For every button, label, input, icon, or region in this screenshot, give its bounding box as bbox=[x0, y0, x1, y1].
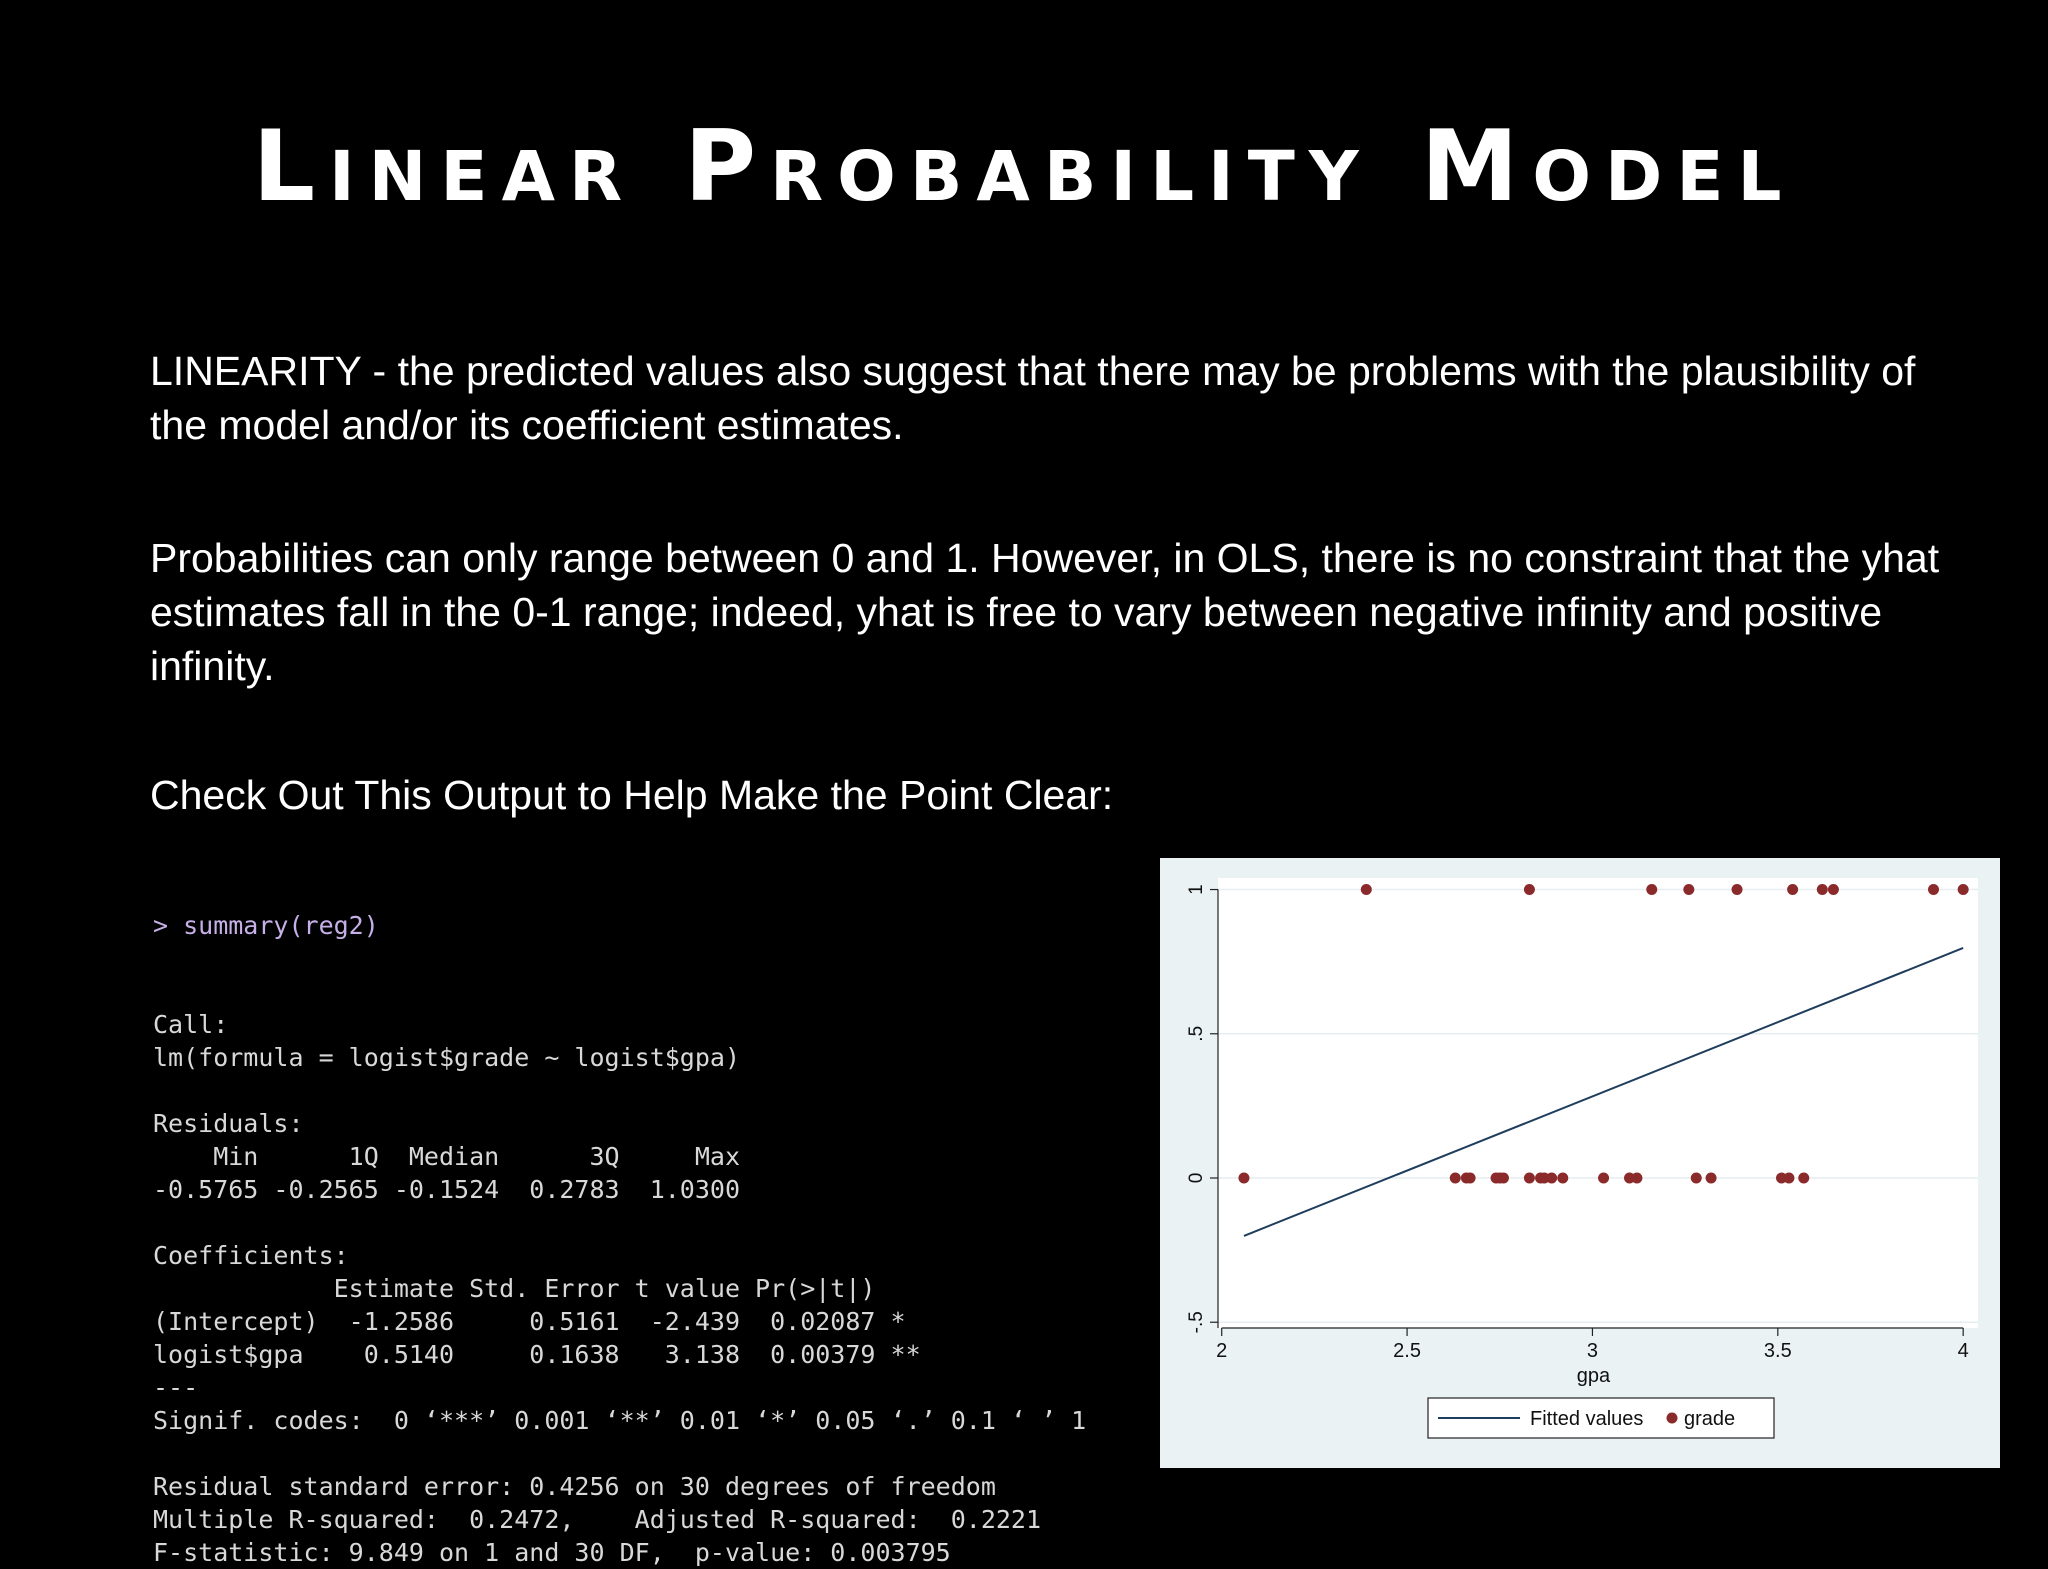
console-line: Call: bbox=[153, 1010, 229, 1039]
y-tick-label: .5 bbox=[1186, 1026, 1207, 1042]
grade-point bbox=[1497, 1172, 1509, 1184]
console-line: Min 1Q Median 3Q Max bbox=[153, 1142, 756, 1171]
grade-point bbox=[1646, 884, 1658, 896]
x-tick-label: 2.5 bbox=[1393, 1340, 1421, 1362]
console-line: (Intercept) -1.2586 0.5161 -2.439 0.0208… bbox=[153, 1307, 921, 1336]
grade-point bbox=[1690, 1172, 1702, 1184]
grade-point bbox=[1360, 884, 1372, 896]
y-tick-label: 0 bbox=[1186, 1173, 1207, 1184]
x-tick-label: 4 bbox=[1958, 1340, 1969, 1362]
legend-label-fitted: Fitted values bbox=[1530, 1408, 1643, 1430]
scatter-plot: -.5 0 .5 1 2 2.5 3 3.5 4 gpa Fitted values grade bbox=[1186, 878, 1978, 1439]
grade-point bbox=[1683, 884, 1695, 896]
x-tick-label: 3.5 bbox=[1764, 1340, 1792, 1362]
grade-point bbox=[1928, 884, 1940, 896]
console-line: Estimate Std. Error t value Pr(>|t|) bbox=[153, 1274, 921, 1303]
y-tick-label: -.5 bbox=[1186, 1311, 1207, 1333]
console-line bbox=[153, 1437, 1113, 1470]
linearity-paragraph: LINEARITY - the predicted values also su… bbox=[150, 348, 1916, 448]
grade-point bbox=[1957, 884, 1969, 896]
x-axis-title: gpa bbox=[1577, 1365, 1611, 1387]
grade-point bbox=[1705, 1172, 1717, 1184]
console-line bbox=[153, 975, 1113, 1008]
console-line: Signif. codes: 0 ‘***’ 0.001 ‘**’ 0.01 ‘… bbox=[153, 1406, 1087, 1435]
legend-label-grade: grade bbox=[1684, 1408, 1735, 1430]
y-tick-label: 1 bbox=[1186, 884, 1207, 895]
grade-point bbox=[1523, 884, 1535, 896]
grade-point bbox=[1464, 1172, 1476, 1184]
grade-point bbox=[1546, 1172, 1558, 1184]
scatter-plot-panel: -.5 0 .5 1 2 2.5 3 3.5 4 gpa Fitted values grade bbox=[1160, 858, 2000, 1468]
grade-point bbox=[1816, 884, 1828, 896]
grade-point bbox=[1449, 1172, 1461, 1184]
grade-point bbox=[1631, 1172, 1643, 1184]
x-tick-label: 2 bbox=[1216, 1340, 1227, 1362]
output-intro-paragraph: Check Out This Output to Help Make the P… bbox=[150, 772, 1114, 818]
console-line: lm(formula = logist$grade ~ logist$gpa) bbox=[153, 1043, 740, 1072]
console-line: -0.5765 -0.2565 -0.1524 0.2783 1.0300 bbox=[153, 1175, 756, 1204]
grade-point bbox=[1787, 884, 1799, 896]
console-line: logist$gpa 0.5140 0.1638 3.138 0.00379 *… bbox=[153, 1340, 921, 1369]
console-line: --- bbox=[153, 1373, 199, 1402]
grade-point bbox=[1523, 1172, 1535, 1184]
legend-dot-swatch bbox=[1666, 1412, 1678, 1424]
grade-point bbox=[1598, 1172, 1610, 1184]
grade-point bbox=[1557, 1172, 1569, 1184]
grade-point bbox=[1827, 884, 1839, 896]
console-line: Multiple R-squared: 0.2472, Adjusted R-s… bbox=[153, 1505, 1057, 1534]
r-console-output: > summary(reg2) Call: lm(formula = logist… bbox=[153, 843, 1113, 1569]
probabilities-paragraph: Probabilities can only range between 0 a… bbox=[150, 535, 1940, 689]
plot-area bbox=[1218, 878, 1978, 1328]
grade-point bbox=[1731, 884, 1743, 896]
grade-point bbox=[1238, 1172, 1250, 1184]
console-line: Residual standard error: 0.4256 on 30 de… bbox=[153, 1472, 996, 1501]
slide-title: Linear Probability Model bbox=[252, 110, 1796, 224]
console-line: Coefficients: bbox=[153, 1241, 349, 1270]
console-command: > summary(reg2) bbox=[153, 911, 379, 940]
console-line: F-statistic: 9.849 on 1 and 30 DF, p-val… bbox=[153, 1538, 951, 1567]
console-line: Residuals: bbox=[153, 1109, 304, 1138]
grade-point bbox=[1783, 1172, 1795, 1184]
x-tick-label: 3 bbox=[1587, 1340, 1598, 1362]
grade-point bbox=[1798, 1172, 1810, 1184]
fitted-values-line bbox=[1243, 947, 1964, 1237]
console-line bbox=[153, 1074, 1113, 1107]
console-line bbox=[153, 1206, 1113, 1239]
